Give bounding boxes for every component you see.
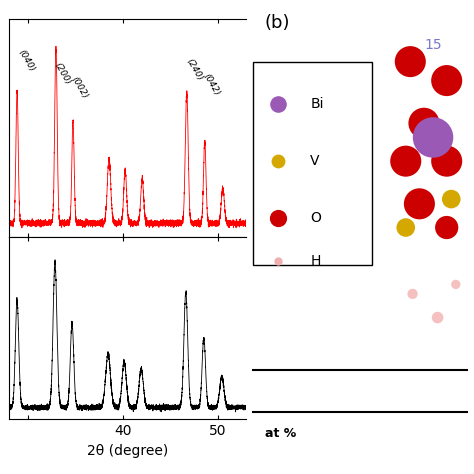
Point bbox=[274, 100, 282, 108]
Text: V: V bbox=[310, 154, 319, 168]
Point bbox=[402, 224, 410, 231]
Point bbox=[447, 195, 455, 203]
Text: (002): (002) bbox=[69, 75, 89, 101]
Point bbox=[274, 257, 282, 264]
Point bbox=[434, 314, 441, 321]
Text: (240): (240) bbox=[185, 57, 205, 82]
X-axis label: 2θ (degree): 2θ (degree) bbox=[87, 444, 169, 458]
Text: Bi: Bi bbox=[310, 97, 324, 111]
Point bbox=[443, 157, 450, 165]
Point bbox=[443, 224, 450, 231]
Point bbox=[420, 119, 428, 127]
Point bbox=[274, 214, 282, 222]
Point bbox=[274, 157, 282, 165]
Point bbox=[416, 200, 423, 208]
Text: H: H bbox=[310, 254, 320, 268]
Text: at %: at % bbox=[264, 427, 296, 439]
Text: (042): (042) bbox=[202, 72, 222, 97]
Point bbox=[452, 281, 460, 288]
Point bbox=[402, 157, 410, 165]
Point bbox=[443, 77, 450, 84]
Point bbox=[429, 134, 437, 141]
Point bbox=[407, 58, 414, 65]
Point bbox=[409, 290, 416, 298]
Text: (200): (200) bbox=[52, 61, 72, 86]
Text: 15: 15 bbox=[424, 38, 442, 52]
Text: (040): (040) bbox=[16, 48, 36, 73]
Text: (b): (b) bbox=[264, 14, 290, 32]
FancyBboxPatch shape bbox=[253, 62, 372, 265]
Text: O: O bbox=[310, 211, 321, 225]
